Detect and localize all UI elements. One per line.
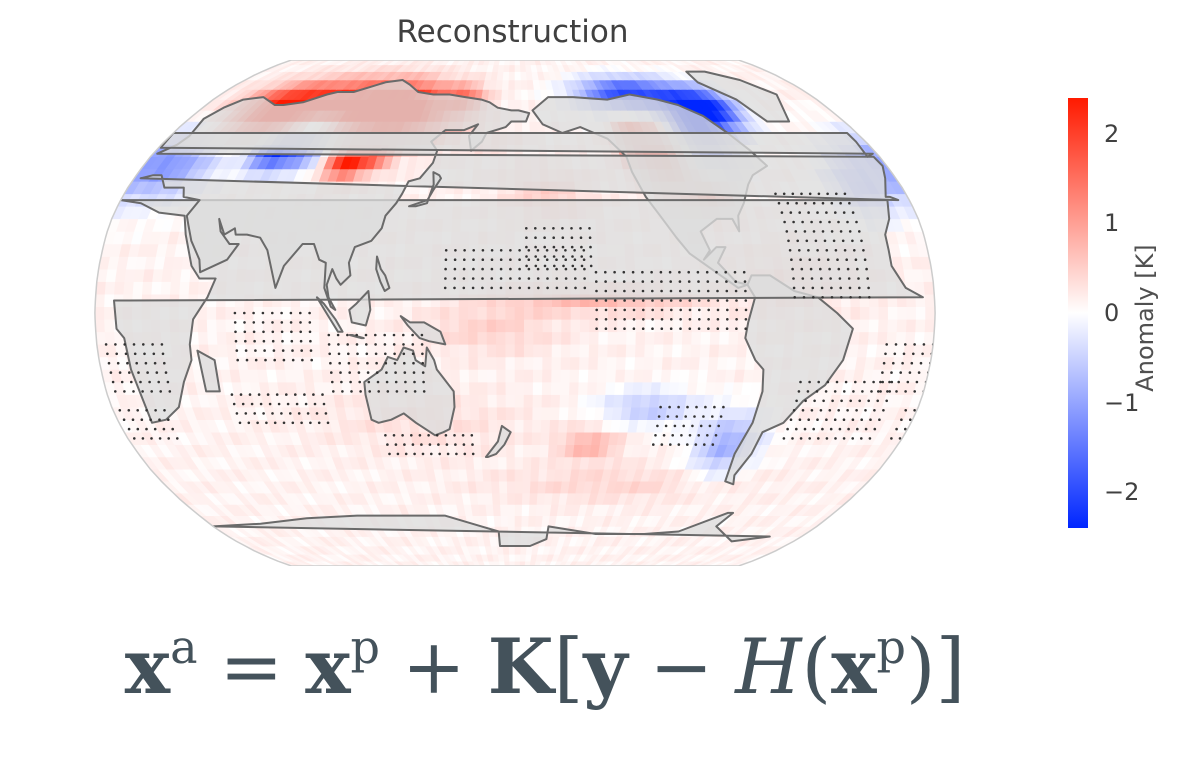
formula-rparen: ) xyxy=(905,622,936,711)
formula-rbracket: ] xyxy=(935,622,966,711)
map-title: Reconstruction xyxy=(396,14,629,50)
colorbar-tick: 0 xyxy=(1104,299,1120,327)
formula-y: y xyxy=(583,622,628,711)
colorbar-tick: 1 xyxy=(1104,209,1120,238)
formula-k: K xyxy=(487,622,554,711)
colorbar-tick: 2 xyxy=(1104,119,1120,148)
colorbar-label: Anomaly [K] xyxy=(1131,244,1159,392)
kalman-update-formula: xa = xp + K[y − H(xp)] xyxy=(0,620,1090,711)
formula-equals: = xyxy=(219,622,284,711)
formula-xp2-sup: p xyxy=(876,620,906,674)
formula-xp-sup: p xyxy=(350,620,380,674)
colorbar-tick: −2 xyxy=(1104,478,1140,507)
formula-plus: + xyxy=(401,622,466,711)
anomaly-map xyxy=(94,60,936,566)
formula-h: H xyxy=(735,622,802,711)
formula-xp2: x xyxy=(831,622,877,711)
colorbar-gradient xyxy=(1068,98,1088,528)
colorbar xyxy=(1068,98,1088,528)
formula-xp: x xyxy=(305,622,351,711)
formula-xa-sup: a xyxy=(170,620,198,674)
formula-xa: x xyxy=(124,622,171,711)
formula-lparen: ( xyxy=(801,622,832,711)
colorbar-tick: −1 xyxy=(1104,388,1140,417)
formula-minus: − xyxy=(649,622,714,711)
formula-lbracket: [ xyxy=(553,622,584,711)
